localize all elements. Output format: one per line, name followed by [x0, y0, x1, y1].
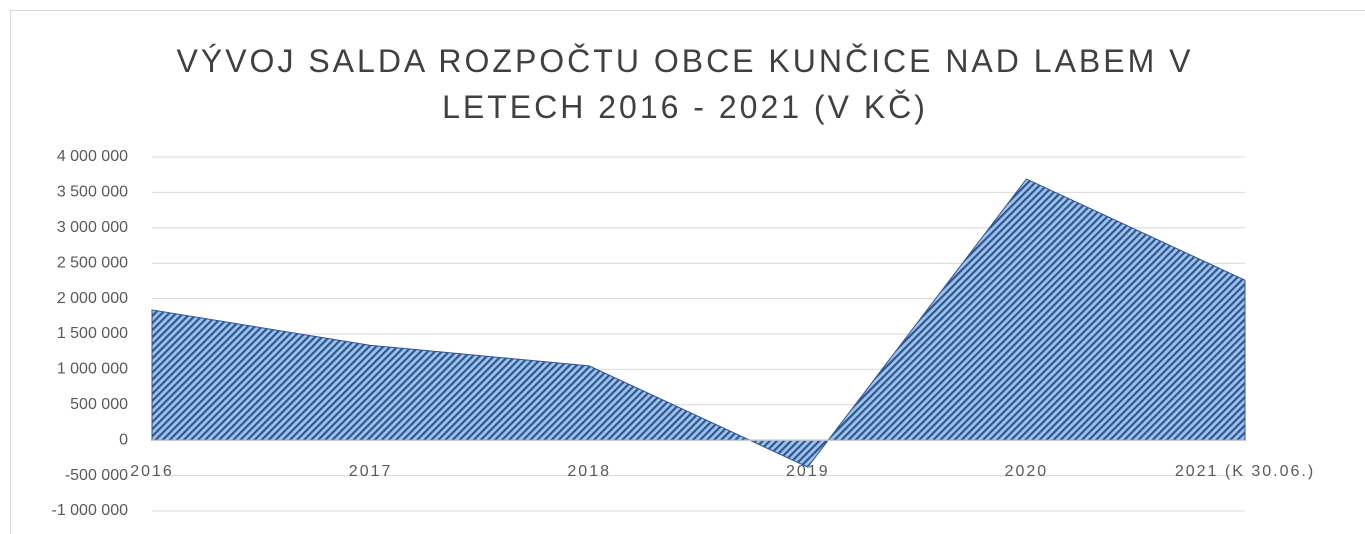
x-tick-label: 2021 (K 30.06.) [1175, 463, 1315, 480]
chart-title: VÝVOJ SALDA ROZPOČTU OBCE KUNČICE NAD LA… [176, 43, 1194, 125]
x-tick-label: 2020 [1005, 463, 1049, 480]
y-tick-label: 0 [119, 431, 128, 448]
y-tick-label: 3 500 000 [57, 184, 128, 201]
y-tick-label: 4 000 000 [57, 148, 128, 165]
y-tick-label: 2 500 000 [57, 254, 128, 271]
x-tick-label: 2016 [130, 463, 174, 480]
y-tick-label: 1 000 000 [57, 361, 128, 378]
chart-border [10, 10, 1365, 534]
y-tick-label: -500 000 [65, 467, 128, 484]
x-tick-label: 2017 [349, 463, 393, 480]
x-tick-label: 2018 [567, 463, 611, 480]
x-tick-label: 2019 [786, 463, 830, 480]
y-tick-label: 2 000 000 [57, 290, 128, 307]
y-tick-label: 3 000 000 [57, 219, 128, 236]
area [151, 178, 1246, 468]
y-tick-label: -1 000 000 [51, 502, 128, 519]
y-tick-label: 500 000 [70, 396, 128, 413]
y-tick-label: 1 500 000 [57, 325, 128, 342]
